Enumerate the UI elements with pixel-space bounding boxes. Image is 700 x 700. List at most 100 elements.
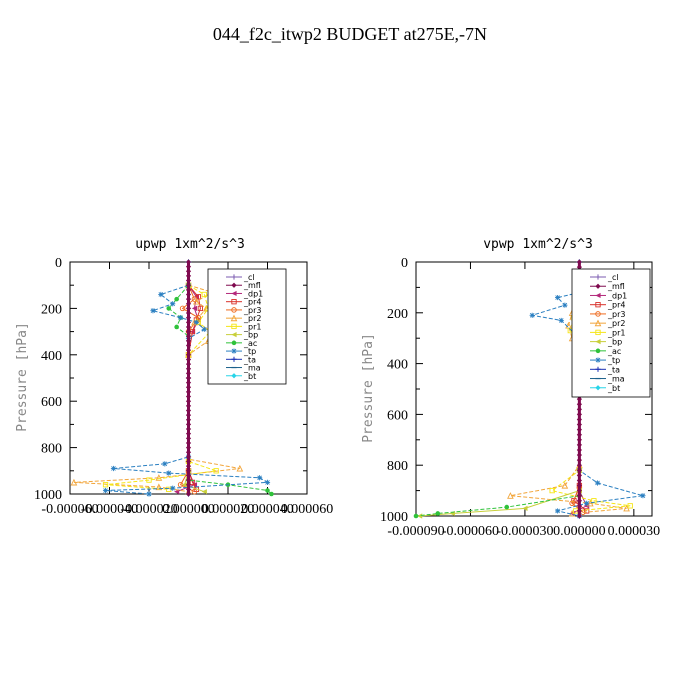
point-pr1 [146,477,152,483]
point-pr1 [213,468,219,474]
point-tp [264,479,271,485]
y-tick-label: 0 [55,256,62,271]
point-tp [584,500,590,506]
legend-label: _tp [243,347,256,356]
point-tp [558,317,564,324]
point-pr4 [195,294,202,300]
point-bp [417,513,423,519]
x-tick-label: 0.000040 [241,502,294,517]
point-tp [640,493,646,499]
point-pr2 [155,474,163,481]
point-tp [257,475,263,481]
y-tick-label: 800 [387,459,408,474]
x-tick-label: -0.000040 [81,502,138,517]
point-tp [594,480,601,486]
point-pr2 [193,297,200,305]
legend-label: _pr2 [607,319,625,328]
chart-upwp: upwp 1xm^2/s^3 Pressure [hPa] 0 200 400 600… [15,237,333,517]
point-tp [146,491,152,497]
legend-box [207,268,287,385]
point-tp [555,508,561,514]
point-pr4 [197,305,203,312]
point-pr2 [507,492,514,499]
point-bp [522,505,528,511]
point-tp [201,326,207,332]
series-line-bp [419,490,580,517]
legend-marker [595,339,601,345]
y-tick-label: 600 [387,408,408,423]
legend-label: _ac [243,339,257,348]
series-line-ac [415,495,580,517]
legend-box [571,268,651,398]
point-tp [555,294,561,301]
legend-marker [595,302,601,308]
legend-marker [231,323,237,330]
x-tick-label: 0.000060 [281,502,334,517]
x-tick-label: -0.000060 [442,524,499,539]
point-ac [174,296,179,302]
point-tp [193,319,199,325]
y-tick-label: 400 [41,349,62,364]
y-axis-label-upwp: Pressure [hPa] [15,322,30,432]
legend-marker [231,282,237,288]
point-pr2 [155,483,163,491]
point-dp1 [191,305,198,311]
x-tick-label: 0.000030 [608,524,661,539]
point-tp [102,487,109,494]
legend-label: _ac [607,347,621,356]
legend-label: _ma [607,375,625,384]
point-pr2 [70,478,78,486]
y-tick-label: 1000 [34,488,62,503]
point-pr1 [549,487,555,494]
point-pr1 [591,498,597,504]
legend-label: _ma [243,364,261,373]
legend-marker [231,290,237,297]
point-tp [529,312,535,318]
legend-label: _ta [607,365,620,374]
point-ac [166,306,172,311]
point-pr1 [201,291,207,298]
legend-marker [231,340,237,346]
legend-label: _mfl [607,282,625,291]
x-tick-label: 0.000000 [553,524,606,539]
point-tp [158,291,164,298]
legend-marker [595,329,601,336]
legend-marker [594,319,602,327]
y-tick-label: 0 [401,256,408,271]
legend-label: _pr1 [243,322,261,331]
point-ac [265,488,270,493]
legend-marker [595,366,601,372]
point-tp [178,315,184,321]
point-ac [413,513,419,519]
point-tp [162,461,168,467]
legend-label: _dp1 [607,291,627,300]
y-axis-label-vpwp: Pressure [hPa] [361,333,376,443]
point-ac [435,511,441,516]
chart-title-vpwp: vpwp 1xm^2/s^3 [483,237,593,252]
legend-label: _tp [607,356,620,365]
legend-marker [595,348,601,354]
legend-marker [595,292,601,299]
series-line-pr4 [188,284,201,490]
point-tp [562,302,568,308]
point-pr2 [561,481,569,489]
chart-vpwp: vpwp 1xm^2/s^3 Pressure [hPa] 0 200 400 600… [361,237,660,539]
x-tick-label: -0.000060 [41,502,98,517]
point-tp [110,465,117,472]
legend-marker [230,314,238,322]
legend-label: _pr4 [607,301,625,310]
point-pr3 [179,305,186,312]
legend-label: _pr2 [243,314,261,323]
legend-label: _pr3 [607,310,625,319]
legend-marker [231,373,237,379]
x-tick-label: -0.000030 [496,524,553,539]
legend: _cl_mfl_dp1_pr4_pr3_pr2_pr1_bp_ac_tp_ta_… [571,268,651,398]
figure-title: 044_f2c_itwp2 BUDGET at275E,-7N [213,24,487,44]
legend-marker [231,307,237,313]
legend-marker [595,357,601,363]
point-bp [201,489,207,495]
legend-marker [231,348,237,354]
point-bp [181,482,188,488]
legend-label: _bp [243,331,258,340]
